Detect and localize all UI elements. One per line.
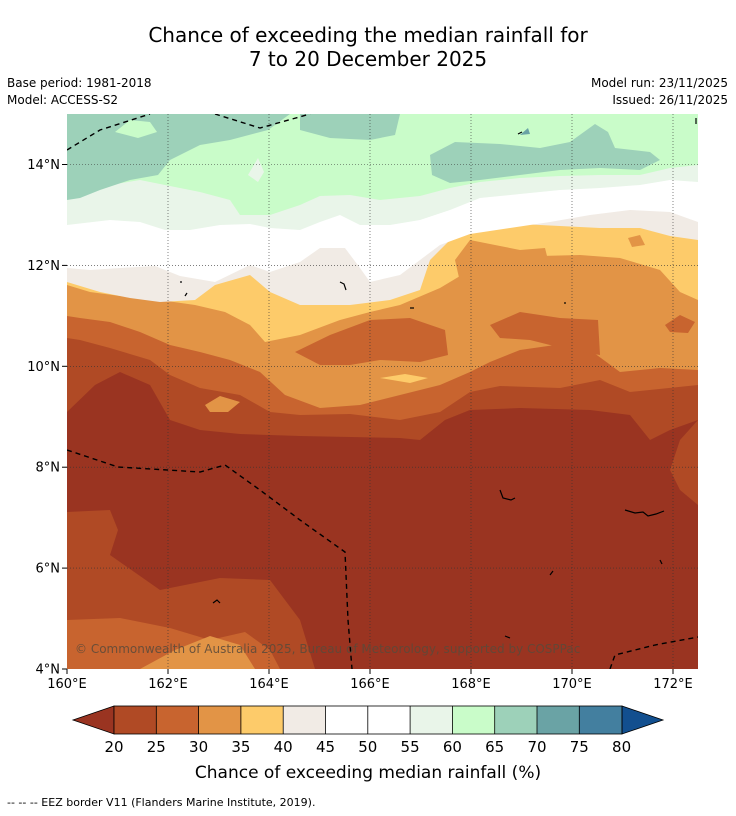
colorbar-tick-label: 75	[570, 738, 589, 756]
colorbar-tick-label: 35	[231, 738, 250, 756]
x-tick-label: 162°E	[148, 677, 188, 692]
x-tick-label: 172°E	[653, 677, 693, 692]
colorbar-tick-label: 50	[358, 738, 377, 756]
patch-30-35-ne	[628, 235, 645, 247]
colorbar-segment	[367, 706, 411, 734]
colorbar	[71, 705, 665, 735]
y-axis-ticks	[62, 164, 67, 670]
patch-35-40-small	[380, 374, 428, 383]
band-20-25-east	[670, 420, 698, 505]
patch-30-35-west	[205, 396, 240, 412]
colorbar-tick-label: 80	[612, 738, 631, 756]
patch-70-75-small	[520, 128, 530, 135]
colorbar-segment	[579, 706, 622, 734]
model-name: Model: ACCESS-S2	[7, 93, 119, 107]
patch-30-35-north	[455, 240, 550, 285]
colorbar-title: Chance of exceeding median rainfall (%)	[195, 763, 541, 783]
patch-25-30-east	[490, 312, 600, 355]
x-tick-label: 168°E	[451, 677, 491, 692]
colorbar-tick-label: 45	[316, 738, 335, 756]
colorbar-segment	[114, 706, 157, 734]
colorbar-segment	[240, 706, 284, 734]
band-65-70-east	[430, 124, 660, 183]
colorbar-segment	[452, 706, 495, 734]
colorbar-segment	[537, 706, 580, 734]
y-tick-label: 10°N	[27, 360, 60, 375]
model-run: Model run: 23/11/2025	[590, 76, 728, 90]
colorbar-tick-label: 40	[274, 738, 293, 756]
base-period: Base period: 1981-2018	[7, 76, 152, 90]
colorbar-segment	[494, 706, 537, 734]
colorbar-tick-label: 60	[443, 738, 462, 756]
colorbar-segment	[198, 706, 241, 734]
band-65-70-ne	[300, 114, 400, 140]
patch-25-30-center	[295, 318, 448, 365]
eez-footnote: -- -- -- EEZ border V11 (Flanders Marine…	[7, 796, 316, 809]
colorbar-tick-label: 20	[104, 738, 123, 756]
title-line-1: Chance of exceeding the median rainfall …	[148, 23, 588, 47]
colorbar-tick-label: 25	[147, 738, 166, 756]
contour-fill	[67, 114, 698, 669]
patch-60-65-nw	[115, 120, 157, 138]
y-tick-label: 14°N	[27, 158, 60, 173]
colorbar-segment	[410, 706, 453, 734]
y-tick-label: 8°N	[36, 461, 61, 476]
x-tick-label: 166°E	[350, 677, 390, 692]
x-tick-label: 160°E	[47, 677, 87, 692]
issued-date: Issued: 26/11/2025	[612, 93, 728, 107]
colorbar-extend-low	[71, 705, 115, 735]
band-65-70-nw	[67, 114, 290, 200]
eez-borders	[67, 114, 698, 669]
colorbar-segment	[156, 706, 199, 734]
x-axis-ticks	[66, 669, 674, 674]
colorbar-segment	[283, 706, 326, 734]
colorbar-tick-label: 65	[485, 738, 504, 756]
patch-25-30-small	[665, 315, 695, 333]
copyright-note: © Commonwealth of Australia 2025, Bureau…	[75, 642, 580, 656]
y-tick-label: 12°N	[27, 259, 60, 274]
colorbar-extend-high	[621, 705, 665, 735]
x-tick-label: 170°E	[552, 677, 592, 692]
gridlines	[67, 114, 698, 669]
y-tick-label: 4°N	[36, 663, 61, 678]
y-tick-label: 6°N	[36, 562, 61, 577]
x-tick-label: 164°E	[249, 677, 289, 692]
patch-55-60-small	[248, 158, 264, 182]
colorbar-segment	[325, 706, 368, 734]
band-30-35-south	[140, 636, 255, 669]
colorbar-tick-label: 30	[189, 738, 208, 756]
colorbar-tick-label: 70	[527, 738, 546, 756]
islands	[180, 118, 697, 639]
colorbar-tick-label: 55	[401, 738, 420, 756]
title-line-2: 7 to 20 December 2025	[248, 47, 488, 71]
